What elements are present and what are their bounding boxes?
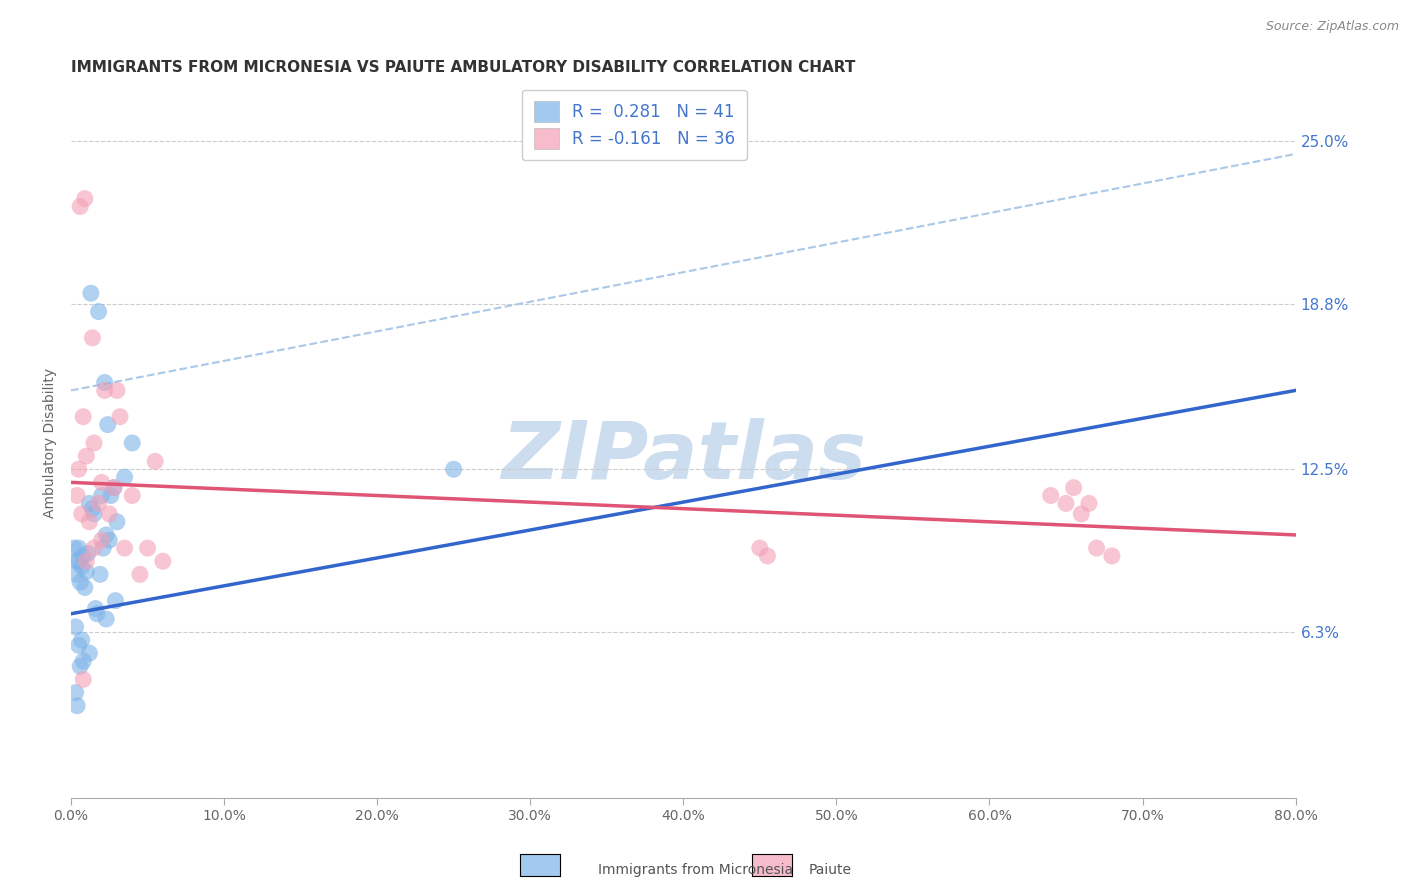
Point — [70, 559, 93, 574]
Point — [143, 454, 166, 468]
Legend: R =  0.281   N = 41, R = -0.161   N = 36: R = 0.281 N = 41, R = -0.161 N = 36 — [522, 89, 747, 161]
Point — [121, 489, 143, 503]
Point — [79, 646, 101, 660]
Point — [90, 475, 112, 490]
Point — [65, 567, 87, 582]
Point — [98, 533, 121, 548]
Point — [96, 612, 118, 626]
Point — [114, 470, 136, 484]
Point — [1085, 541, 1108, 555]
Point — [67, 554, 90, 568]
Point — [70, 633, 93, 648]
Point — [87, 496, 110, 510]
Point — [72, 549, 94, 563]
Point — [83, 436, 105, 450]
Point — [443, 462, 465, 476]
Point — [87, 304, 110, 318]
Point — [72, 409, 94, 424]
Point — [82, 331, 104, 345]
Point — [97, 417, 120, 432]
Text: Immigrants from Micronesia: Immigrants from Micronesia — [598, 863, 793, 877]
Point — [79, 496, 101, 510]
Point — [1039, 489, 1062, 503]
Point — [152, 554, 174, 568]
Point — [75, 565, 97, 579]
Point — [114, 541, 136, 555]
Point — [1054, 496, 1077, 510]
Point — [89, 567, 111, 582]
Point — [66, 698, 89, 713]
Point — [67, 638, 90, 652]
Point — [72, 673, 94, 687]
Point — [67, 462, 90, 476]
Point — [70, 507, 93, 521]
Point — [84, 601, 107, 615]
Point — [98, 507, 121, 521]
Point — [83, 541, 105, 555]
Text: Source: ZipAtlas.com: Source: ZipAtlas.com — [1265, 20, 1399, 33]
Text: Paiute: Paiute — [808, 863, 852, 877]
Point — [1063, 481, 1085, 495]
Point — [73, 192, 96, 206]
Point — [104, 593, 127, 607]
Point — [75, 449, 97, 463]
Point — [90, 489, 112, 503]
Point — [91, 541, 114, 555]
Point — [103, 481, 125, 495]
Point — [1101, 549, 1123, 563]
Point — [96, 528, 118, 542]
Point — [69, 659, 91, 673]
Point — [100, 489, 122, 503]
Point — [83, 507, 105, 521]
Point — [128, 567, 150, 582]
Point — [93, 376, 115, 390]
Point — [105, 384, 128, 398]
Point — [86, 607, 108, 621]
Point — [1077, 496, 1099, 510]
Point — [82, 501, 104, 516]
Point — [748, 541, 770, 555]
Text: ZIPatlas: ZIPatlas — [501, 418, 866, 496]
Point — [1070, 507, 1092, 521]
Point — [121, 436, 143, 450]
Point — [108, 409, 131, 424]
Point — [66, 554, 89, 568]
Point — [90, 533, 112, 548]
Point — [76, 546, 98, 560]
Point — [65, 685, 87, 699]
Point — [103, 481, 125, 495]
Point — [72, 654, 94, 668]
Point — [67, 541, 90, 555]
Point — [63, 541, 86, 555]
Point — [756, 549, 779, 563]
Point — [65, 620, 87, 634]
Point — [79, 515, 101, 529]
Point — [105, 515, 128, 529]
Point — [136, 541, 159, 555]
Point — [75, 554, 97, 568]
Point — [66, 489, 89, 503]
Point — [69, 575, 91, 590]
Point — [73, 581, 96, 595]
Text: IMMIGRANTS FROM MICRONESIA VS PAIUTE AMBULATORY DISABILITY CORRELATION CHART: IMMIGRANTS FROM MICRONESIA VS PAIUTE AMB… — [72, 60, 855, 75]
Point — [93, 384, 115, 398]
Point — [69, 200, 91, 214]
Y-axis label: Ambulatory Disability: Ambulatory Disability — [44, 368, 58, 518]
Point — [80, 286, 103, 301]
